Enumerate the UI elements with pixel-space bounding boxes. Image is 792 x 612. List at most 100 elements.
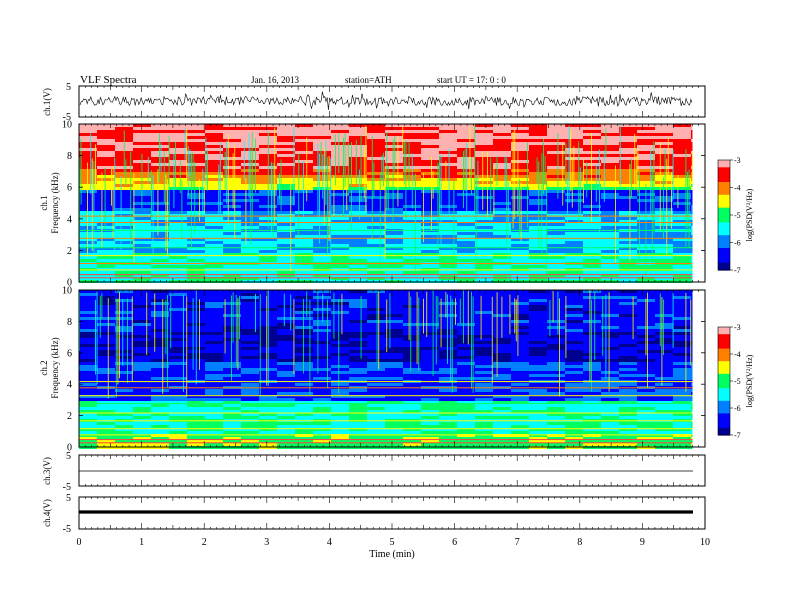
colorbar-swatch xyxy=(718,215,730,218)
colorbar-swatch xyxy=(718,163,730,167)
ytick-label: 2 xyxy=(67,246,72,257)
ch4-waveform-ylabel: ch.4(V) xyxy=(42,499,52,527)
ch1-waveform-ylabel: ch.1(V) xyxy=(42,88,52,116)
colorbar-swatch xyxy=(718,218,730,222)
colorbar-swatch xyxy=(718,354,730,357)
colorbar-swatch xyxy=(718,237,730,240)
ch3-ytick-bottom: -5 xyxy=(63,482,71,493)
colorbar-swatch xyxy=(718,226,730,229)
ytick-label: 2 xyxy=(67,411,72,422)
colorbar-swatch xyxy=(718,231,730,234)
colorbar-swatch xyxy=(718,409,730,413)
colorbar-swatch xyxy=(718,205,730,209)
colorbar-swatch xyxy=(718,332,730,335)
time-axis-ticks xyxy=(78,86,706,529)
ytick-label: 0 xyxy=(67,278,72,289)
colorbar-swatch xyxy=(718,352,730,355)
figure-station: station=ATH xyxy=(345,75,392,85)
ytick-label: 0 xyxy=(67,443,72,454)
colorbar-tick-label: -7 xyxy=(734,431,741,440)
colorbar-swatch xyxy=(718,382,730,386)
colorbar-swatch xyxy=(718,253,730,256)
colorbar-swatch xyxy=(718,395,730,398)
colorbar-swatch xyxy=(718,357,730,360)
colorbar-swatch xyxy=(718,384,730,387)
colorbar-swatch xyxy=(718,345,730,348)
ch1-channel-label: ch.1 xyxy=(39,195,49,210)
colorbar-swatch xyxy=(718,160,730,163)
colorbar-swatch xyxy=(718,373,730,377)
colorbar-swatch xyxy=(718,346,730,350)
ytick-label: 6 xyxy=(67,183,72,194)
colorbar-swatch xyxy=(718,404,730,407)
xtick-label: 8 xyxy=(577,537,582,548)
xtick-label: 2 xyxy=(202,537,207,548)
colorbar-swatch xyxy=(718,180,730,183)
colorbar-swatch xyxy=(718,202,730,205)
colorbar-swatch xyxy=(718,348,730,351)
colorbar-swatch xyxy=(718,204,730,207)
colorbar-swatch xyxy=(718,189,730,192)
colorbar-swatch xyxy=(718,262,730,266)
colorbar-swatch xyxy=(718,327,730,330)
colorbar-swatch xyxy=(718,433,730,436)
colorbar-swatch xyxy=(718,183,730,187)
colorbar-swatch xyxy=(718,411,730,414)
figure-date: Jan. 16, 2013 xyxy=(251,75,299,85)
colorbar-swatch xyxy=(718,207,730,211)
colorbar-swatch xyxy=(718,406,730,409)
xtick-label: 10 xyxy=(700,537,710,548)
colorbar-swatch xyxy=(718,334,730,337)
xtick-label: 4 xyxy=(327,537,332,548)
colorbar-swatch xyxy=(718,169,730,172)
colorbar-swatch xyxy=(718,264,730,267)
colorbar-swatch xyxy=(718,359,730,362)
colorbar-swatch xyxy=(718,200,730,203)
colorbar-swatch xyxy=(718,328,730,332)
colorbar-swatch xyxy=(718,361,730,364)
colorbar-swatch xyxy=(718,366,730,369)
xtick-label: 3 xyxy=(264,537,269,548)
xtick-label: 1 xyxy=(139,537,144,548)
colorbar-swatch xyxy=(718,240,730,244)
colorbar-swatch xyxy=(718,182,730,185)
colorbar-tick-label: -6 xyxy=(734,404,741,413)
colorbar-swatch xyxy=(718,415,730,418)
colorbar-swatch xyxy=(718,257,730,260)
ch4-ytick-top: 5 xyxy=(66,493,71,504)
colorbar-swatch xyxy=(718,171,730,174)
colorbar-swatch xyxy=(718,431,730,434)
colorbar-swatch xyxy=(718,235,730,238)
colorbar-tick-label: -5 xyxy=(734,211,741,220)
colorbar-label: log(PSD(V²/Hz) xyxy=(745,188,754,241)
ytick-label: 8 xyxy=(67,151,72,162)
colorbar-tick-label: -4 xyxy=(734,350,741,359)
colorbar-swatch xyxy=(718,418,730,422)
colorbar-swatch xyxy=(718,211,730,214)
colorbar-swatch xyxy=(718,178,730,181)
colorbar-swatch xyxy=(718,174,730,178)
colorbar-swatch xyxy=(718,375,730,378)
colorbar-swatch xyxy=(718,363,730,366)
figure-start-time: start UT = 17: 0 : 0 xyxy=(437,75,506,85)
colorbar-swatch xyxy=(718,355,730,359)
colorbar-swatch xyxy=(718,260,730,264)
colorbar-tick-label: -3 xyxy=(734,156,741,165)
ytick-label: 10 xyxy=(62,120,72,131)
ytick-label: 4 xyxy=(67,380,72,391)
ch2-spectrogram-image xyxy=(79,290,693,449)
colorbar-tick-label: -6 xyxy=(734,239,741,248)
panel-ch2-spectrogram: 0 2 4 6 8 10 ch.2 Frequency (kHz) xyxy=(39,286,706,454)
colorbar-swatch xyxy=(718,422,730,425)
ytick-label: 4 xyxy=(67,214,72,225)
colorbar-swatch xyxy=(718,194,730,198)
colorbar-swatch xyxy=(718,248,730,251)
colorbar-swatch xyxy=(718,167,730,170)
colorbar-swatch xyxy=(718,233,730,236)
colorbar-swatch xyxy=(718,413,730,416)
colorbar-swatch xyxy=(718,249,730,253)
ch1-ytick-bottom: -5 xyxy=(63,112,71,123)
ch2-colorbar: -3 -4 -5 -6 -7 log(PSD(V²/Hz) xyxy=(717,323,754,440)
colorbar-swatch xyxy=(718,350,730,353)
colorbar-swatch xyxy=(718,424,730,427)
